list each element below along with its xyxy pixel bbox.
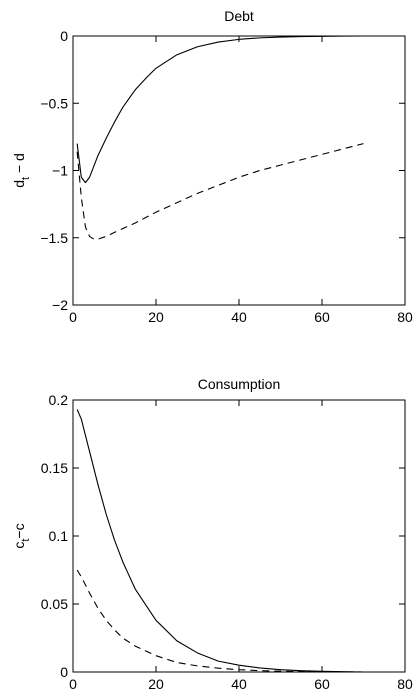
y-tick-label: 0 (60, 664, 68, 680)
y-tick-label: 0.15 (41, 460, 68, 476)
y-tick-label: −1.5 (40, 230, 68, 246)
y-axis-label: ct−c (11, 523, 32, 548)
chart-title: Debt (224, 8, 254, 24)
x-tick-label: 20 (148, 309, 164, 325)
x-tick-label: 60 (314, 309, 330, 325)
plot-frame (72, 399, 406, 673)
x-tick-label: 60 (314, 676, 330, 692)
chart-panel-0: Debt dt − d 0 20 40 60 80 0 −0.5 −1 −1.5 −2 (11, 8, 413, 325)
y-axis-label-rest: −c (11, 523, 27, 538)
x-tick-label: 20 (148, 676, 164, 692)
y-axis-label-subscript: t (20, 177, 32, 180)
plot-frame (72, 35, 406, 306)
chart-panel-1: Consumption ct−c 0 20 40 60 80 0 0.05 0.1 0.15 0.2 (11, 376, 413, 692)
y-tick-label: −2 (52, 297, 68, 313)
y-tick-label: 0.05 (41, 596, 68, 612)
y-tick-label: −0.5 (40, 95, 68, 111)
y-axis-label-subscript: t (20, 539, 32, 542)
x-tick-label: 80 (397, 309, 413, 325)
y-tick-label: 0 (60, 28, 68, 44)
y-tick-label: −1 (52, 163, 68, 179)
x-tick-label: 0 (69, 309, 77, 325)
y-axis-label-rest: − d (11, 153, 27, 177)
x-tick-label: 0 (69, 676, 77, 692)
y-tick-label: 0.1 (49, 528, 69, 544)
series-line-dashed (76, 143, 364, 240)
chart-title: Consumption (198, 376, 281, 392)
series-line-solid (76, 409, 364, 673)
y-axis-label-main: d (11, 180, 27, 188)
series-line-solid (76, 35, 364, 184)
x-tick-label: 40 (231, 676, 247, 692)
y-axis-label: dt − d (11, 153, 32, 188)
y-axis-label-main: c (11, 542, 27, 549)
x-tick-label: 80 (397, 676, 413, 692)
series-line-dashed (76, 569, 364, 673)
x-tick-label: 40 (231, 309, 247, 325)
y-tick-label: 0.2 (49, 392, 69, 408)
